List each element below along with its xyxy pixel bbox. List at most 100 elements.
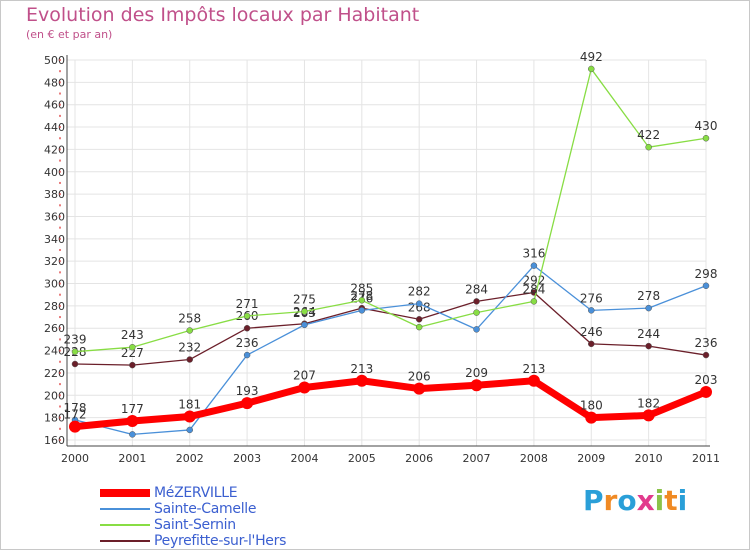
x-tick-label: 2011: [692, 452, 720, 465]
line-chart: 160 180 200 220 240 260 280 300 320 340 360 380 400 4…: [44, 50, 720, 465]
data-label: 285: [350, 281, 373, 295]
chart-title: Evolution des Impôts locaux par Habitant: [26, 4, 420, 26]
y-tick-label: 300: [44, 278, 65, 291]
y-tick-label: 280: [44, 300, 65, 313]
data-label: 203: [695, 373, 718, 387]
data-point: [243, 312, 251, 320]
data-point: [183, 410, 196, 423]
y-tick-label: 320: [44, 255, 65, 268]
data-label: 193: [236, 384, 259, 398]
data-label: 213: [350, 362, 373, 376]
data-label: 209: [465, 366, 488, 380]
data-point: [588, 307, 595, 314]
legend-swatch: [100, 489, 150, 497]
data-point: [527, 374, 540, 387]
data-label: 492: [580, 50, 603, 64]
data-point: [700, 385, 712, 398]
data-point: [470, 379, 483, 392]
data-point: [243, 351, 251, 359]
data-point: [186, 356, 193, 363]
data-label: 232: [178, 341, 201, 355]
data-label: 282: [408, 285, 431, 299]
legend-label: Peyrefitte-sur-l'Hers: [154, 533, 287, 549]
data-label: 213: [522, 362, 545, 376]
data-label: 239: [64, 333, 87, 347]
data-point: [69, 420, 81, 433]
data-point: [71, 348, 79, 355]
data-point: [355, 374, 368, 387]
data-point: [473, 326, 480, 333]
y-tick-label: 500: [44, 54, 65, 67]
data-label: 284: [522, 282, 545, 296]
data-label: 276: [580, 291, 603, 305]
data-point: [129, 361, 136, 369]
data-label: 258: [178, 311, 201, 325]
legend-label: Saint-Sernin: [154, 517, 236, 533]
x-tick-label: 2003: [233, 452, 261, 465]
data-point: [129, 431, 136, 438]
data-point: [413, 382, 426, 395]
series-line: [74, 68, 707, 353]
data-label: 271: [236, 297, 259, 311]
y-tick-label: 240: [44, 345, 65, 358]
data-point: [645, 342, 652, 350]
legend-swatch: [100, 508, 150, 510]
data-point: [415, 300, 423, 307]
data-label: 278: [637, 289, 660, 303]
y-tick-label: 400: [44, 166, 65, 179]
series-4: 228227232260264278268284292246244236: [64, 273, 718, 369]
data-label: 275: [293, 292, 316, 306]
data-point: [702, 134, 710, 142]
x-tick-label: 2010: [635, 452, 663, 465]
data-label: 244: [637, 327, 660, 341]
x-tick-label: 2001: [118, 452, 146, 465]
data-label: 177: [121, 402, 144, 416]
x-tick-label: 2000: [61, 452, 89, 465]
data-point: [585, 411, 598, 424]
legend-label: MéZERVILLE: [154, 485, 238, 501]
y-tick-label: 180: [44, 412, 65, 425]
legend-item: MéZERVILLE: [100, 485, 400, 501]
data-label: 284: [465, 282, 488, 296]
data-label: 227: [121, 346, 144, 360]
data-point: [415, 323, 423, 331]
data-label: 236: [236, 336, 259, 350]
y-tick-label: 220: [44, 367, 65, 380]
y-tick-label: 360: [44, 210, 65, 223]
data-point: [642, 409, 655, 422]
series-line: [74, 264, 707, 436]
y-tick-label: 200: [44, 389, 65, 402]
data-point: [241, 397, 254, 410]
data-point: [358, 307, 366, 314]
data-label: 278: [350, 289, 373, 303]
y-tick-label: 460: [44, 99, 65, 112]
data-label: 236: [695, 336, 718, 350]
x-tick-label: 2006: [405, 452, 433, 465]
data-point: [530, 262, 538, 269]
x-tick-label: 2005: [348, 452, 376, 465]
data-point: [588, 340, 595, 348]
data-point: [243, 324, 251, 332]
data-point: [702, 282, 710, 290]
data-label: 298: [695, 267, 718, 281]
data-point: [702, 351, 710, 359]
data-point: [301, 308, 308, 315]
data-label: 180: [580, 399, 603, 413]
x-tick-label: 2007: [463, 452, 491, 465]
data-point: [71, 360, 79, 368]
x-tick-label: 2008: [520, 452, 548, 465]
y-tick-label: 340: [44, 233, 65, 246]
data-point: [298, 381, 311, 394]
data-point: [126, 415, 139, 427]
data-point: [129, 343, 136, 351]
data-label: 246: [580, 325, 603, 339]
chart-subtitle: (en € et par an): [26, 28, 113, 41]
legend-label: Sainte-Camelle: [154, 501, 257, 517]
series-3: 239 243 258 271 275 285 284 492 422 430: [64, 50, 717, 355]
legend-swatch: [100, 540, 150, 542]
legend-item: Saint-Sernin: [100, 517, 400, 533]
series-line: [71, 377, 710, 431]
data-label: 207: [293, 368, 316, 382]
data-label: 178: [64, 401, 87, 415]
